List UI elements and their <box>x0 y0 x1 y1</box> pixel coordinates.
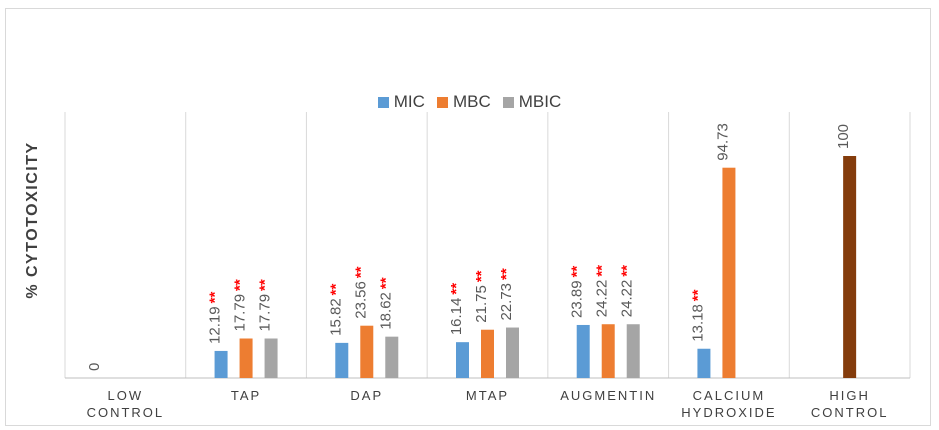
data-label: 18.62 ** <box>377 277 394 329</box>
bar-mic <box>697 348 711 378</box>
data-label-value: 16.14 <box>448 298 465 336</box>
data-label: 17.79 ** <box>257 279 274 331</box>
x-tick-label: AUGMENTIN <box>560 388 656 403</box>
bar-mic <box>456 342 469 378</box>
data-label-value: 23.89 <box>569 280 586 318</box>
significance-marker: ** <box>473 270 490 282</box>
bar-mbic <box>626 324 640 378</box>
legend-item-mic: MIC <box>377 92 425 112</box>
significance-marker: ** <box>232 279 249 291</box>
data-label-value: 12.19 <box>207 306 224 344</box>
bar-mbc <box>239 338 253 378</box>
x-tick-label: HIGH <box>829 388 870 403</box>
data-label: 16.14 ** <box>448 283 465 335</box>
data-label-value: 23.56 <box>352 281 369 319</box>
legend-swatch-mbic <box>502 96 514 108</box>
x-tick-label: LOW <box>108 388 144 403</box>
significance-marker: ** <box>689 289 706 301</box>
legend-swatch-mbc <box>436 96 448 108</box>
bar-mbic <box>264 338 278 378</box>
bar-mic <box>214 350 228 378</box>
significance-marker: ** <box>619 265 636 277</box>
data-label-value: 18.62 <box>377 292 394 330</box>
x-tick-label: CONTROL <box>811 405 889 420</box>
data-label: 94.73 <box>714 123 731 161</box>
x-tick-label: HYDROXIDE <box>681 405 776 420</box>
legend-label-mbic: MBIC <box>518 92 562 111</box>
data-label-value: 22.73 <box>498 283 515 321</box>
data-label: 23.89 ** <box>569 266 586 318</box>
x-tick-label: DAP <box>350 388 383 403</box>
significance-marker: ** <box>498 268 515 280</box>
legend-label-mic: MIC <box>393 92 425 111</box>
x-tick-label: CALCIUM <box>693 388 766 403</box>
bar-mbc <box>360 325 374 378</box>
significance-marker: ** <box>327 283 344 295</box>
x-tick-label: CONTROL <box>87 405 165 420</box>
data-label-value: 17.79 <box>257 294 274 332</box>
legend-item-mbc: MBC <box>436 92 491 112</box>
legend-item-mbic: MBIC <box>502 92 562 112</box>
data-label: 21.75 ** <box>473 270 490 322</box>
bar-mbic <box>506 327 519 378</box>
legend: MIC MBC MBIC <box>0 92 939 112</box>
legend-swatch-mic <box>377 96 389 108</box>
data-label: 24.22 ** <box>619 265 636 317</box>
data-label: 15.82 ** <box>327 283 344 335</box>
data-label: 24.22 ** <box>594 265 611 317</box>
data-label: 12.19 ** <box>207 292 224 344</box>
significance-marker: ** <box>207 292 224 304</box>
bar-mbic <box>385 336 399 378</box>
chart-frame <box>5 8 931 426</box>
legend-label-mbc: MBC <box>452 92 491 111</box>
data-label: 17.79 ** <box>232 279 249 331</box>
data-label-value: 24.22 <box>619 280 636 318</box>
bar-high-control <box>843 156 857 378</box>
data-label-value: 15.82 <box>327 298 344 336</box>
x-tick-label: MTAP <box>466 388 509 403</box>
bar-mic <box>576 324 590 378</box>
significance-marker: ** <box>448 283 465 295</box>
data-label: 23.56 ** <box>352 266 369 318</box>
x-tick-label: TAP <box>231 388 261 403</box>
significance-marker: ** <box>594 265 611 277</box>
data-label-value: 24.22 <box>594 280 611 318</box>
data-label-value: 100 <box>835 124 852 149</box>
data-label-value: 17.79 <box>232 294 249 332</box>
data-label: 22.73 ** <box>498 268 515 320</box>
significance-marker: ** <box>352 266 369 278</box>
significance-marker: ** <box>569 266 586 278</box>
data-label-value: 21.75 <box>473 285 490 323</box>
bar-mbc <box>722 167 736 378</box>
bar-mic <box>335 342 349 378</box>
data-label: 13.18 ** <box>689 289 706 341</box>
data-label-value: 94.73 <box>714 123 731 161</box>
significance-marker: ** <box>377 277 394 289</box>
bar-mbc <box>481 329 494 378</box>
data-label-value: 0 <box>86 363 103 371</box>
significance-marker: ** <box>257 279 274 291</box>
data-label: 100 <box>835 124 852 149</box>
bar-mbc <box>601 324 615 378</box>
data-label: 0 <box>86 363 103 371</box>
data-label-value: 13.18 <box>689 304 706 342</box>
